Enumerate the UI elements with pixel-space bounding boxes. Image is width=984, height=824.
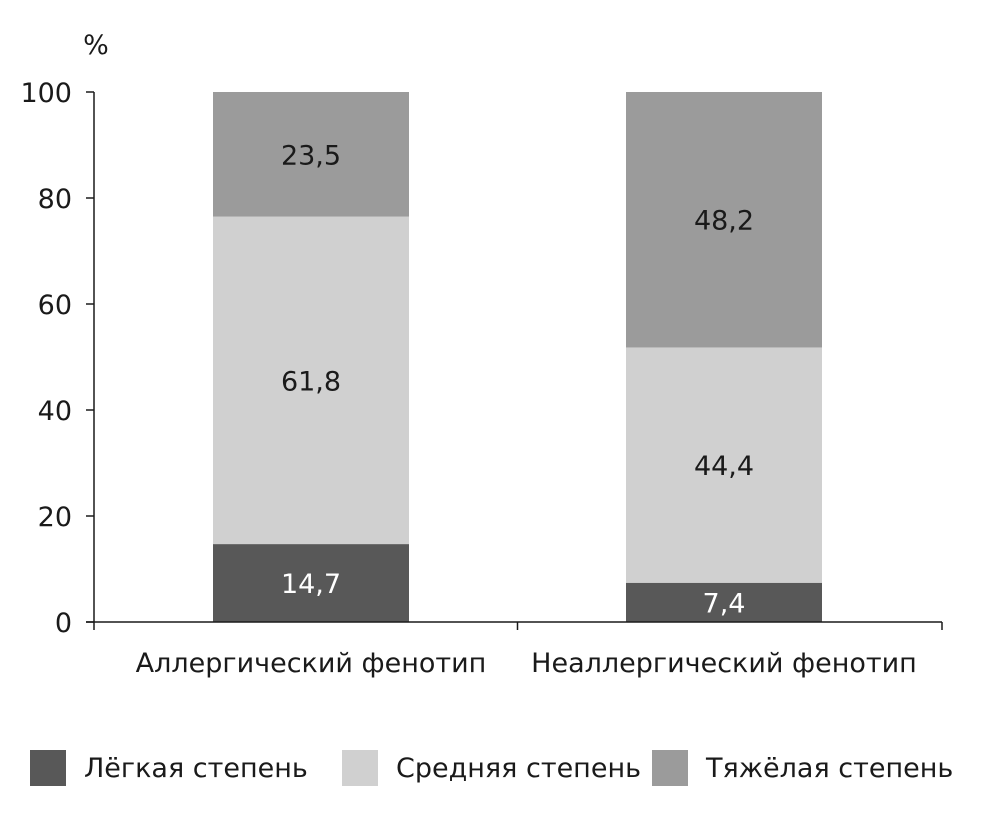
- y-tick-label: 80: [38, 184, 72, 215]
- legend: Лёгкая степень Средняя степень Тяжёлая с…: [30, 748, 960, 788]
- y-tick-label: 20: [38, 502, 72, 533]
- y-tick-label: 60: [38, 290, 72, 321]
- x-category-label: Аллергический фенотип: [136, 648, 487, 679]
- data-label: 23,5: [281, 140, 341, 171]
- y-tick-label: 0: [55, 608, 72, 639]
- y-tick-label: 40: [38, 396, 72, 427]
- y-tick-label: 100: [20, 78, 72, 109]
- data-label: 44,4: [694, 451, 754, 482]
- bar-segment: [626, 347, 822, 583]
- bar-segment: [626, 92, 822, 348]
- legend-label-light: Лёгкая степень: [84, 752, 308, 784]
- legend-label-severe: Тяжёлая степень: [706, 752, 954, 784]
- legend-swatch-light: [30, 750, 66, 786]
- bar-segment: [213, 216, 409, 545]
- legend-swatch-moderate: [342, 750, 378, 786]
- bar-segment: [213, 92, 409, 217]
- bar-segment: [626, 582, 822, 622]
- data-label: 7,4: [703, 588, 746, 619]
- data-label: 61,8: [281, 366, 341, 397]
- data-label: 48,2: [694, 206, 754, 237]
- legend-item-severe: Тяжёлая степень: [652, 748, 953, 788]
- bar-segment: [213, 544, 409, 622]
- data-label: 14,7: [281, 569, 341, 600]
- legend-item-light: Лёгкая степень: [30, 748, 308, 788]
- legend-item-moderate: Средняя степень: [342, 748, 641, 788]
- x-category-label: Неаллергический фенотип: [531, 648, 917, 679]
- legend-swatch-severe: [652, 750, 688, 786]
- y-axis-unit-label: %: [83, 30, 109, 61]
- legend-label-moderate: Средняя степень: [396, 752, 642, 784]
- stacked-bar-chart: 14,7 61,8 23,5 7,4 44,4 48,2 0 20 40 60 80 100% Алле…: [20, 30, 943, 679]
